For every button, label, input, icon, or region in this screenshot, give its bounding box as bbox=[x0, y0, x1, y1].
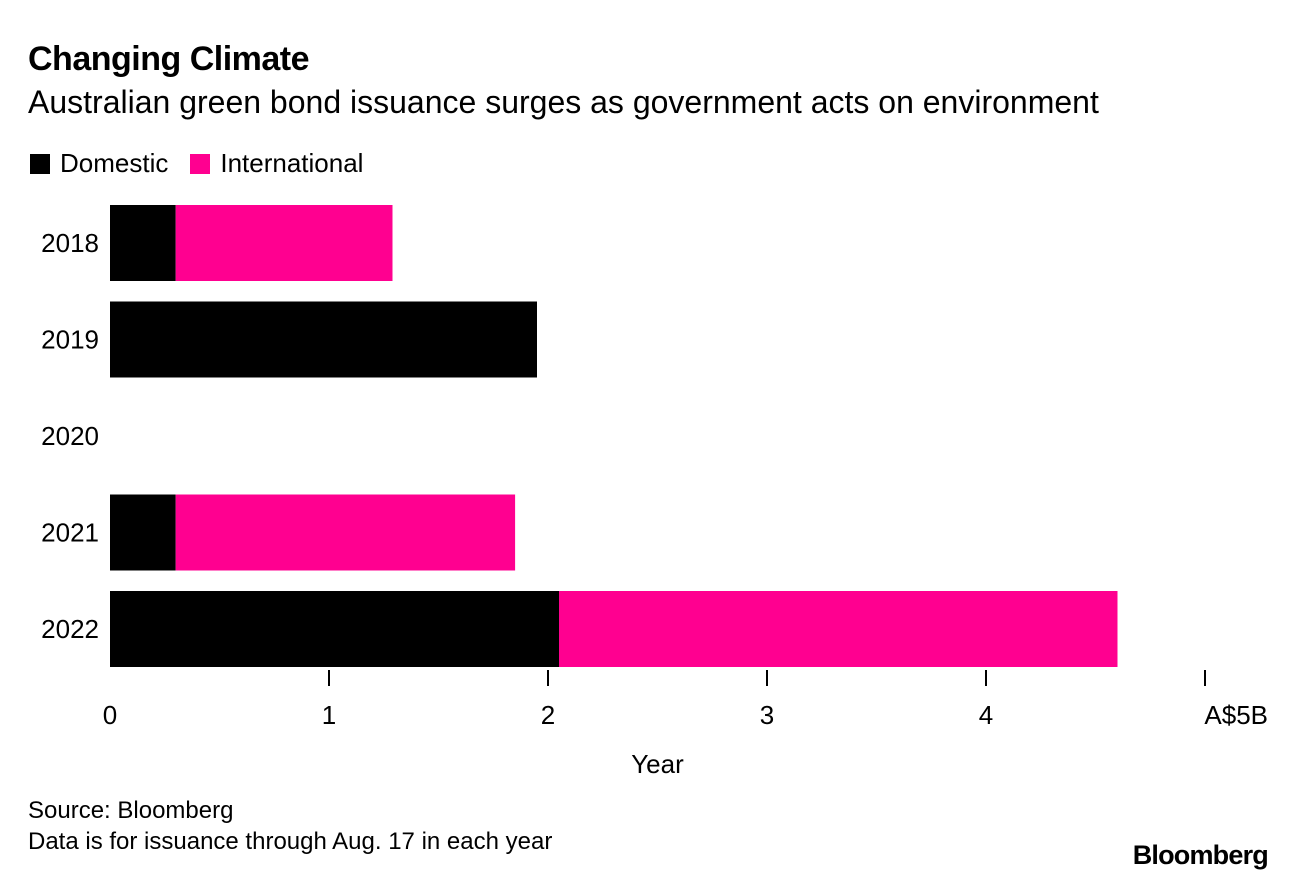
legend-item-international: International bbox=[190, 148, 363, 179]
legend-swatch-domestic bbox=[30, 153, 50, 174]
bar-international-2022 bbox=[559, 591, 1118, 667]
bar-domestic-2021 bbox=[110, 494, 176, 571]
x-tick-label-3: 3 bbox=[760, 700, 774, 730]
legend-label-domestic: Domestic bbox=[60, 148, 169, 178]
legend: Domestic International bbox=[30, 148, 385, 179]
bar-domestic-2022 bbox=[110, 591, 559, 667]
x-tick-label-4: 4 bbox=[979, 700, 993, 730]
x-tick-label-5: A$5B bbox=[1204, 700, 1268, 730]
category-label-2022: 2022 bbox=[41, 614, 99, 644]
bar-domestic-2019 bbox=[110, 301, 537, 378]
category-label-2020: 2020 bbox=[41, 421, 99, 451]
bar-domestic-2018 bbox=[110, 205, 176, 281]
x-tick-label-0: 0 bbox=[103, 700, 117, 730]
data-note: Data is for issuance through Aug. 17 in … bbox=[28, 828, 553, 855]
bloomberg-logo: Bloomberg bbox=[1132, 840, 1269, 870]
x-tick-label-1: 1 bbox=[322, 700, 336, 730]
bar-international-2021 bbox=[175, 494, 516, 571]
x-axis-title: Year bbox=[631, 749, 684, 779]
bar-international-2018 bbox=[175, 205, 393, 281]
legend-label-international: International bbox=[220, 148, 364, 178]
x-tick-label-2: 2 bbox=[541, 700, 555, 730]
legend-swatch-international bbox=[190, 153, 211, 174]
category-label-2019: 2019 bbox=[41, 325, 99, 355]
chart-subtitle: Australian green bond issuance surges as… bbox=[28, 84, 1099, 120]
legend-item-domestic: Domestic bbox=[30, 148, 168, 179]
source-note: Source: Bloomberg bbox=[28, 797, 234, 824]
category-label-2021: 2021 bbox=[41, 518, 99, 548]
chart-title: Changing Climate bbox=[28, 40, 310, 78]
category-label-2018: 2018 bbox=[41, 228, 99, 258]
